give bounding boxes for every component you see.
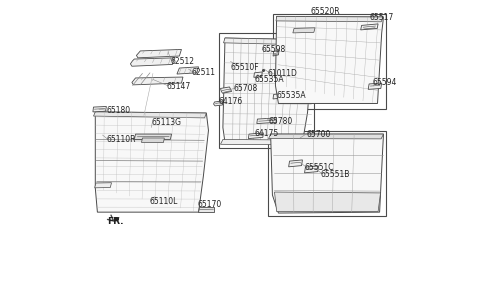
- Polygon shape: [275, 192, 381, 211]
- Text: FR.: FR.: [107, 217, 123, 226]
- Text: 65113G: 65113G: [151, 118, 181, 128]
- Text: 65180: 65180: [107, 106, 131, 115]
- Polygon shape: [276, 16, 384, 103]
- Text: 65535A: 65535A: [254, 75, 284, 84]
- Text: 65517: 65517: [369, 13, 393, 22]
- Text: 65700: 65700: [306, 130, 330, 138]
- Text: 65170: 65170: [198, 201, 222, 209]
- Text: 65510F: 65510F: [231, 63, 260, 72]
- Text: 65520R: 65520R: [311, 7, 340, 16]
- Text: 64175: 64175: [254, 129, 278, 138]
- Polygon shape: [96, 112, 208, 212]
- Polygon shape: [134, 134, 171, 139]
- Bar: [268, 131, 385, 216]
- Polygon shape: [257, 118, 276, 124]
- Polygon shape: [273, 94, 282, 99]
- Polygon shape: [214, 101, 223, 106]
- Polygon shape: [223, 38, 312, 142]
- Polygon shape: [93, 106, 107, 112]
- Text: 64176: 64176: [219, 98, 243, 106]
- Polygon shape: [288, 160, 302, 167]
- Polygon shape: [271, 134, 384, 213]
- Polygon shape: [131, 58, 175, 66]
- Bar: [219, 33, 313, 148]
- Text: 65598: 65598: [261, 45, 285, 54]
- Polygon shape: [198, 207, 215, 212]
- Text: 65708: 65708: [234, 84, 258, 93]
- Text: 61011D: 61011D: [267, 69, 297, 78]
- Polygon shape: [94, 112, 206, 118]
- Text: 65110R: 65110R: [107, 135, 136, 144]
- Text: 65780: 65780: [268, 117, 293, 126]
- Polygon shape: [304, 166, 319, 173]
- Polygon shape: [276, 16, 384, 22]
- Polygon shape: [114, 217, 120, 222]
- Bar: [273, 14, 385, 109]
- Polygon shape: [249, 133, 264, 138]
- Polygon shape: [293, 28, 315, 33]
- Polygon shape: [224, 38, 311, 45]
- Polygon shape: [177, 67, 199, 74]
- Text: 65594: 65594: [372, 78, 396, 87]
- Polygon shape: [95, 183, 111, 188]
- Polygon shape: [360, 24, 378, 30]
- Polygon shape: [220, 87, 231, 93]
- Polygon shape: [142, 138, 164, 142]
- Text: 65147: 65147: [167, 82, 191, 91]
- Text: 62512: 62512: [170, 57, 194, 66]
- Text: 65551C: 65551C: [304, 163, 334, 171]
- Polygon shape: [220, 139, 302, 145]
- Polygon shape: [136, 49, 181, 58]
- Polygon shape: [368, 83, 382, 89]
- Text: 65110L: 65110L: [150, 198, 178, 206]
- Text: 62511: 62511: [192, 68, 216, 77]
- Polygon shape: [273, 50, 279, 56]
- Polygon shape: [132, 77, 183, 85]
- Polygon shape: [254, 72, 262, 77]
- Text: 65535A: 65535A: [276, 92, 306, 101]
- Polygon shape: [268, 134, 384, 139]
- Text: 65551B: 65551B: [321, 169, 350, 178]
